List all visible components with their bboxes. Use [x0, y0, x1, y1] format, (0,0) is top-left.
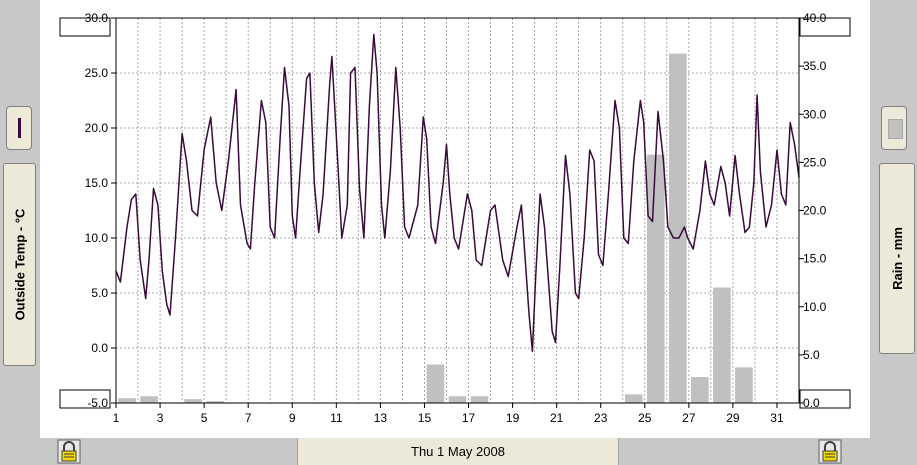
rain-bar — [140, 396, 158, 403]
right-tick-label: 30.0 — [803, 107, 827, 121]
right-tick-label: 0.0 — [803, 396, 820, 410]
x-tick-label: 9 — [289, 411, 296, 425]
x-tick-label: 31 — [770, 411, 784, 425]
x-tick-label: 7 — [245, 411, 252, 425]
right-axis-ticks: 40.0 35.0 30.0 25.0 20.0 15.0 10.0 5.0 0.0 — [799, 11, 827, 410]
right-axis-label-tab[interactable]: Rain - mm — [879, 163, 915, 354]
left-ymin-box — [59, 389, 111, 409]
right-tick-label: 40.0 — [803, 11, 827, 25]
grid — [116, 18, 799, 403]
rain-bar — [206, 401, 224, 403]
left-tick-label: 15.0 — [85, 176, 109, 190]
x-tick-label: 25 — [638, 411, 652, 425]
chart-svg[interactable]: 30.025.020.015.010.05.00.0-5.0 40.035.03… — [40, 0, 870, 438]
rain-bar — [669, 53, 687, 404]
right-tick-label: 35.0 — [803, 59, 827, 73]
x-tick-label: 3 — [157, 411, 164, 425]
left-ymax-box — [59, 17, 111, 37]
lock-icon[interactable] — [57, 439, 81, 464]
x-tick-label: 23 — [594, 411, 608, 425]
temperature-legend-swatch[interactable] — [6, 106, 32, 150]
left-axis-ticks: 30.0 25.0 20.0 15.0 10.0 5.0 0.0 -5.0 — [85, 11, 116, 410]
x-tick-label: 1 — [113, 411, 120, 425]
x-tick-label: 11 — [330, 411, 343, 425]
right-tick-label: 10.0 — [803, 300, 827, 314]
rain-bar — [184, 399, 202, 403]
x-tick-label: 15 — [418, 411, 432, 425]
right-tick-label: 25.0 — [803, 155, 827, 169]
left-tick-label: 30.0 — [85, 11, 109, 25]
right-tick-label: 5.0 — [803, 348, 820, 362]
left-tick-label: -5.0 — [87, 396, 108, 410]
rain-bar — [646, 154, 665, 403]
bar-swatch-icon — [888, 119, 903, 139]
left-tick-label: 5.0 — [91, 286, 108, 300]
right-ymin-box — [799, 389, 851, 409]
rain-bar — [470, 396, 489, 403]
rain-bar — [118, 398, 136, 403]
left-tick-label: 10.0 — [85, 231, 109, 245]
left-side-panel: Outside Temp - °C — [0, 0, 40, 438]
x-tick-label: 29 — [726, 411, 740, 425]
temperature-line-path — [115, 33, 800, 353]
x-axis-ticks: 1 3 5 7 9 11 13 15 17 19 21 23 25 27 29 31 — [113, 403, 784, 425]
x-tick-label: 21 — [550, 411, 564, 425]
left-tick-label: 25.0 — [85, 66, 109, 80]
rain-bar — [426, 364, 445, 403]
left-axis-label: Outside Temp - °C — [12, 208, 28, 321]
line-swatch-icon — [18, 118, 21, 138]
rain-bar — [624, 394, 643, 403]
right-tick-label: 15.0 — [803, 252, 827, 266]
rain-bars — [118, 53, 753, 404]
right-axis-label: Rain - mm — [889, 227, 905, 290]
right-ymax-box — [799, 17, 851, 37]
rain-bar — [713, 287, 731, 403]
temperature-line — [115, 33, 800, 353]
chart-panel: 30.0 25.0 20.0 15.0 10.0 5.0 0.0 -5.0 40.0 35.0 3… — [40, 0, 870, 438]
date-label[interactable]: Thu 1 May 2008 — [297, 438, 619, 465]
rain-bar — [448, 396, 467, 403]
right-tick-label: 20.0 — [803, 204, 827, 218]
x-tick-label: 27 — [682, 411, 696, 425]
x-tick-label: 19 — [506, 411, 520, 425]
lock-icon[interactable] — [818, 439, 842, 464]
right-side-panel: Rain - mm — [870, 0, 917, 438]
left-axis-label-tab[interactable]: Outside Temp - °C — [3, 163, 36, 366]
x-tick-label: 5 — [201, 411, 208, 425]
rain-bar — [735, 367, 753, 403]
plot-frame — [115, 17, 800, 404]
rain-legend-swatch[interactable] — [881, 106, 907, 150]
x-tick-label: 17 — [462, 411, 476, 425]
x-tick-label: 13 — [374, 411, 388, 425]
left-tick-label: 20.0 — [85, 121, 109, 135]
left-tick-label: 0.0 — [91, 341, 108, 355]
rain-bar — [691, 377, 709, 403]
